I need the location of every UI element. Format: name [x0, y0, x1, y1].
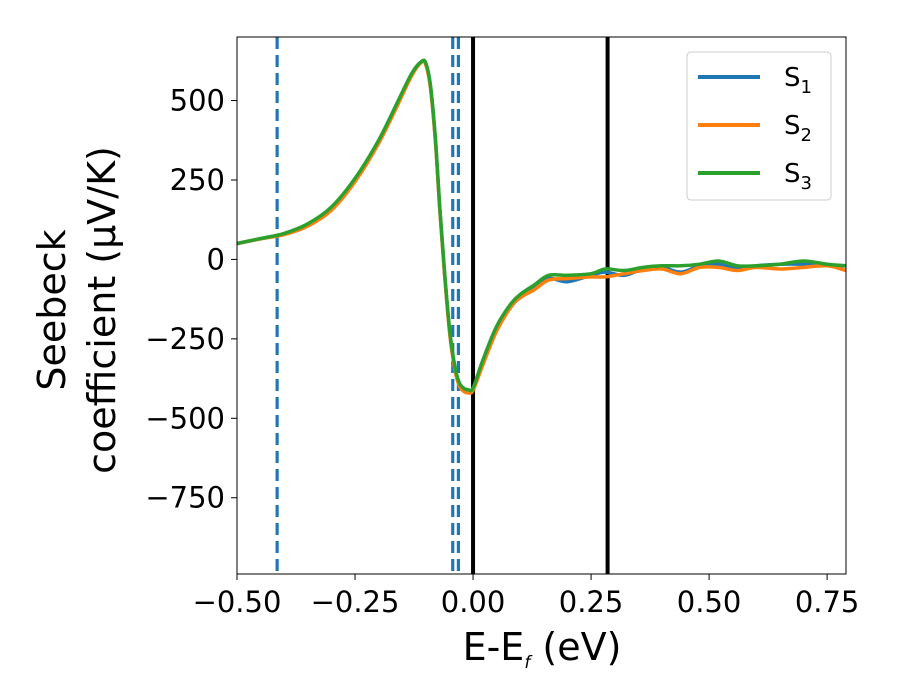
x-tick-label: 0.25	[559, 585, 624, 619]
x-tick-label: −0.50	[193, 585, 282, 619]
axis-ticks: −0.50 −0.25 0.00 0.25 0.50 0.75 500 250 0 −250 −50…	[145, 84, 859, 619]
y-tick-label: −250	[145, 322, 225, 356]
y-axis-title-line1: Seebeck	[30, 229, 74, 390]
x-tick-label: 0.50	[677, 585, 742, 619]
x-axis-title: E-Ef (eV)	[463, 625, 622, 673]
series-lines	[236, 58, 847, 395]
y-axis-title: Seebeck coefficient (μV/K)	[30, 146, 124, 474]
plot-border	[236, 36, 847, 575]
x-tick-label: 0.75	[795, 585, 860, 619]
series-line-3	[236, 58, 847, 393]
x-tick-label: −0.25	[311, 585, 400, 619]
plot-frame	[236, 36, 847, 575]
y-tick-label: 500	[170, 84, 225, 118]
y-tick-label: −500	[145, 401, 225, 435]
y-tick-label: 250	[170, 163, 225, 197]
y-tick-label: −750	[145, 481, 225, 515]
x-tick-label: 0.00	[441, 585, 506, 619]
y-tick-label: 0	[207, 242, 225, 276]
vertical-lines	[275, 37, 610, 574]
y-axis-title-line2: coefficient (μV/K)	[80, 146, 124, 474]
